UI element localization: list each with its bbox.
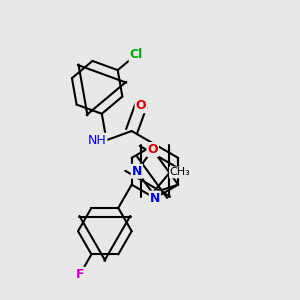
Text: N: N (132, 165, 142, 178)
Text: N: N (150, 192, 160, 205)
Text: Cl: Cl (130, 48, 143, 61)
Text: CH₃: CH₃ (170, 167, 190, 177)
Text: F: F (76, 268, 84, 281)
Text: NH: NH (88, 134, 106, 147)
Text: O: O (147, 143, 158, 156)
Text: O: O (136, 99, 146, 112)
